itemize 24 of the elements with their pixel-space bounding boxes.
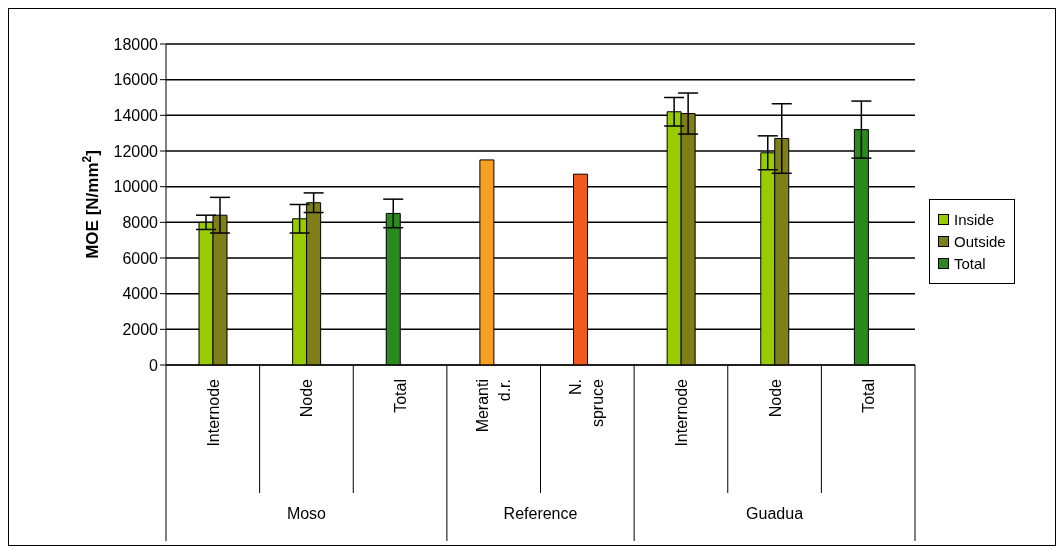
x-tick-label: Total — [860, 379, 878, 413]
x-tick-label: Node — [766, 378, 784, 418]
y-tick-label: 10000 — [113, 178, 159, 196]
legend-label: Total — [954, 255, 986, 272]
y-tick-label: 14000 — [113, 107, 159, 125]
y-tick-label: 18000 — [113, 35, 159, 53]
x-tick-label: Internode — [204, 378, 222, 447]
y-tick-label: 16000 — [113, 71, 159, 89]
text: Reference — [502, 505, 579, 523]
y-tick-label: 6000 — [122, 249, 159, 267]
x-tick-label: Total — [392, 379, 410, 413]
y-tick-label: 8000 — [122, 214, 159, 232]
text: Guadua — [745, 505, 805, 523]
legend-label: Outside — [954, 233, 1006, 250]
y-tick-label: 4000 — [122, 285, 159, 303]
text: Moso — [285, 505, 327, 523]
x-tick-label: Internode — [672, 378, 690, 447]
x-tick-label: N. spruce — [567, 378, 607, 428]
y-tick-label: 12000 — [113, 142, 159, 160]
y-tick-label: 0 — [149, 356, 159, 374]
x-tick-label: Node — [298, 378, 316, 418]
legend-label: Inside — [954, 211, 995, 228]
x-tick-label: Meranti d.r. — [473, 379, 513, 433]
y-tick-label: 2000 — [122, 321, 159, 339]
